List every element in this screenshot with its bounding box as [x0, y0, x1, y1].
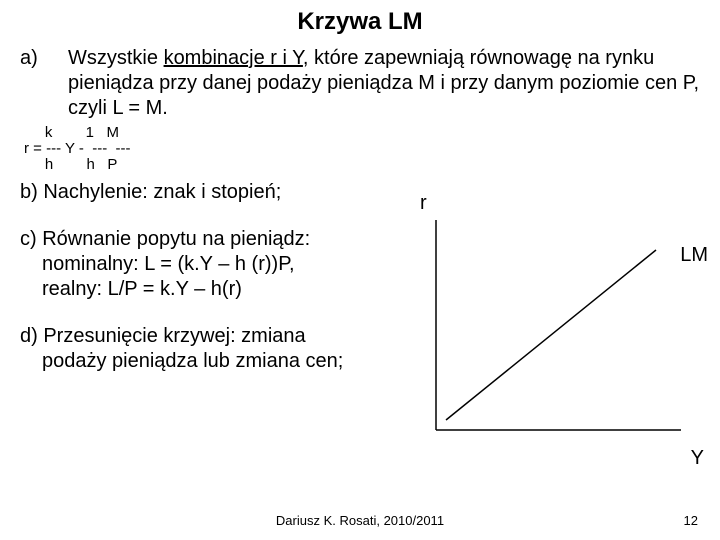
page-number: 12: [684, 513, 698, 528]
axis-y-label: Y: [691, 447, 704, 470]
eq-line2: r = --- Y - --- ---: [24, 140, 131, 157]
slide-title: Krzywa LM: [0, 0, 720, 46]
lm-line-label: LM: [680, 244, 708, 267]
a-pre: Wszystkie: [68, 47, 164, 69]
a-underlined: kombinacje r i Y: [164, 47, 303, 69]
item-a-text: Wszystkie kombinacje r i Y, które zapewn…: [68, 46, 700, 121]
lm-chart: r LM Y: [426, 220, 696, 460]
item-a-marker: a): [20, 46, 68, 71]
chart-svg: [426, 220, 696, 460]
item-b: b) Nachylenie: znak i stopień;: [20, 180, 700, 205]
equation: k 1 M r = --- Y - --- --- h h P: [24, 125, 700, 172]
eq-line3: h h P: [24, 156, 117, 173]
eq-line1: k 1 M: [24, 124, 119, 141]
footer-author: Dariusz K. Rosati, 2010/2011: [0, 513, 720, 528]
item-a: a) Wszystkie kombinacje r i Y, które zap…: [20, 46, 700, 121]
axis-r-label: r: [420, 192, 427, 215]
lm-line: [446, 250, 656, 420]
